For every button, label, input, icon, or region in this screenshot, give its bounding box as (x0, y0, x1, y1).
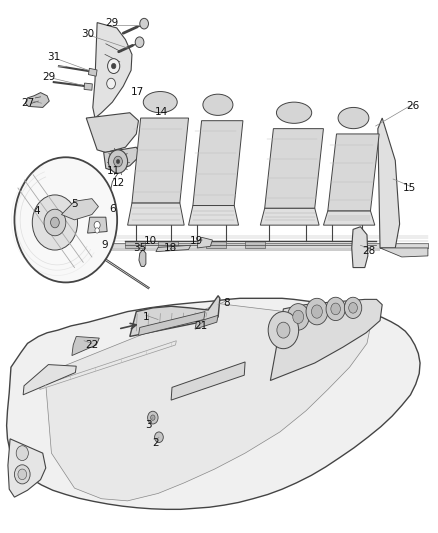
Polygon shape (323, 211, 375, 225)
Polygon shape (40, 341, 177, 390)
Ellipse shape (143, 92, 177, 113)
Polygon shape (328, 134, 379, 211)
Polygon shape (139, 249, 146, 266)
Polygon shape (378, 118, 399, 248)
Circle shape (326, 297, 345, 320)
Text: 21: 21 (194, 321, 207, 331)
Text: 4: 4 (34, 206, 40, 216)
Circle shape (116, 159, 120, 164)
Polygon shape (125, 241, 145, 248)
Circle shape (268, 312, 299, 349)
Polygon shape (156, 245, 191, 252)
Polygon shape (127, 203, 184, 225)
Circle shape (349, 303, 357, 313)
Polygon shape (61, 199, 99, 220)
Text: 28: 28 (363, 246, 376, 256)
Polygon shape (23, 365, 76, 395)
Circle shape (306, 298, 328, 325)
Text: 8: 8 (223, 297, 230, 308)
Polygon shape (188, 206, 239, 225)
Polygon shape (25, 93, 49, 108)
Polygon shape (86, 113, 138, 152)
Text: 35: 35 (133, 243, 146, 253)
Polygon shape (158, 241, 178, 248)
Circle shape (114, 156, 122, 167)
Text: 29: 29 (106, 18, 119, 28)
Circle shape (50, 217, 59, 228)
Polygon shape (88, 217, 107, 233)
Circle shape (311, 305, 322, 318)
Circle shape (140, 18, 148, 29)
Circle shape (293, 310, 304, 324)
Circle shape (135, 37, 144, 47)
Text: 3: 3 (145, 419, 152, 430)
Ellipse shape (338, 108, 369, 128)
Text: 17: 17 (131, 86, 144, 96)
Text: 31: 31 (47, 52, 60, 62)
Text: 29: 29 (42, 71, 55, 82)
Polygon shape (8, 439, 46, 497)
Polygon shape (45, 304, 371, 501)
Polygon shape (206, 241, 226, 248)
Polygon shape (197, 237, 212, 248)
Text: 9: 9 (102, 240, 108, 251)
Circle shape (344, 297, 362, 318)
Circle shape (331, 303, 340, 315)
Text: 2: 2 (152, 438, 159, 448)
Text: 19: 19 (190, 236, 203, 246)
Bar (84, 83, 92, 90)
Polygon shape (132, 118, 188, 203)
Text: 1: 1 (143, 312, 149, 322)
Polygon shape (260, 208, 319, 225)
Text: 12: 12 (111, 177, 125, 188)
Polygon shape (130, 296, 220, 336)
Polygon shape (171, 362, 245, 400)
Circle shape (18, 469, 27, 480)
Text: 11: 11 (107, 166, 120, 176)
Circle shape (14, 157, 117, 282)
Circle shape (16, 446, 28, 461)
Polygon shape (106, 248, 380, 251)
Polygon shape (245, 241, 265, 248)
Text: 27: 27 (22, 98, 35, 108)
Text: 26: 26 (406, 101, 419, 111)
Text: 18: 18 (164, 243, 177, 253)
Polygon shape (104, 147, 141, 171)
Circle shape (108, 59, 120, 74)
Polygon shape (265, 128, 323, 208)
Polygon shape (72, 336, 99, 356)
Polygon shape (352, 227, 368, 268)
Text: 10: 10 (144, 236, 157, 246)
Circle shape (32, 195, 78, 250)
Bar (88, 68, 97, 76)
Circle shape (109, 150, 127, 173)
Text: 15: 15 (403, 183, 416, 193)
Circle shape (277, 322, 290, 338)
Ellipse shape (276, 102, 312, 123)
Text: 6: 6 (109, 204, 116, 214)
Polygon shape (106, 243, 428, 248)
Circle shape (14, 465, 30, 484)
Polygon shape (270, 300, 382, 381)
Circle shape (112, 63, 116, 69)
Circle shape (107, 78, 116, 89)
Polygon shape (195, 316, 218, 329)
Text: 14: 14 (155, 107, 168, 117)
Polygon shape (93, 22, 132, 118)
Circle shape (155, 432, 163, 442)
Circle shape (44, 209, 66, 236)
Polygon shape (380, 248, 428, 257)
Circle shape (95, 228, 99, 233)
Polygon shape (138, 312, 205, 335)
Circle shape (94, 221, 100, 229)
Circle shape (151, 415, 155, 420)
Text: 30: 30 (81, 29, 94, 39)
Polygon shape (7, 298, 420, 510)
Ellipse shape (203, 94, 233, 115)
Text: 22: 22 (85, 340, 99, 350)
Circle shape (287, 304, 309, 330)
Polygon shape (193, 120, 243, 206)
Circle shape (148, 411, 158, 424)
Text: 5: 5 (71, 199, 78, 209)
